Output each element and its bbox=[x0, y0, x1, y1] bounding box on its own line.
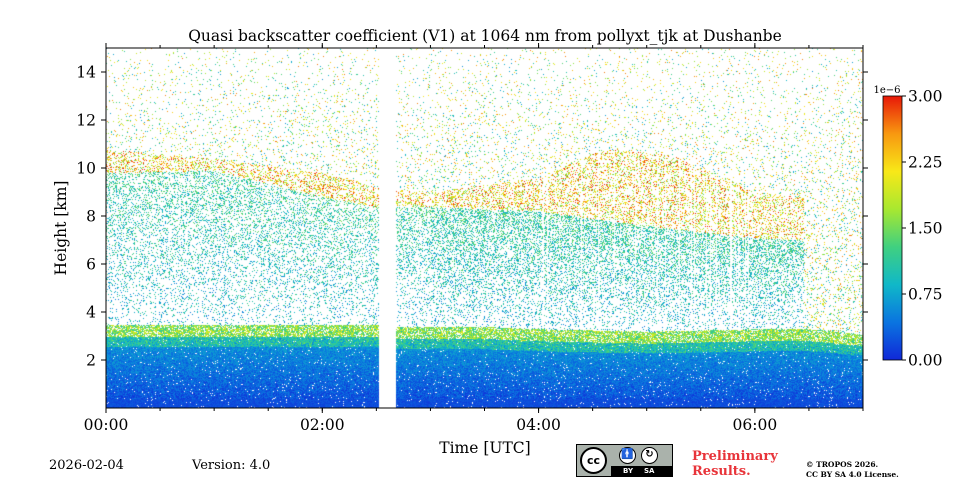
copyright-note: © TROPOS 2026. CC BY SA 4.0 License. bbox=[806, 460, 899, 480]
y-tick-label: 8 bbox=[86, 208, 96, 226]
x-tick-label: 00:00 bbox=[84, 416, 129, 434]
colorbar-scale bbox=[882, 95, 903, 361]
license-by: BY bbox=[623, 467, 634, 475]
y-tick-label: 14 bbox=[76, 64, 96, 82]
copyright-line-1: © TROPOS 2026. bbox=[806, 460, 879, 469]
license-sa: SA bbox=[644, 467, 655, 475]
backscatter-heatmap bbox=[106, 48, 863, 408]
x-axis: 00:00 02:00 04:00 06:00 bbox=[84, 43, 864, 434]
x-axis-label: Time [UTC] bbox=[439, 439, 530, 457]
colorbar: 1e−6 0.00 0.75 1.50 2.25 3.00 bbox=[873, 85, 942, 370]
y-tick-label: 10 bbox=[76, 160, 96, 178]
chart-title: Quasi backscatter coefficient (V1) at 10… bbox=[188, 27, 782, 45]
y-tick-label: 4 bbox=[86, 304, 96, 322]
y-axis: 2 4 6 8 10 12 14 bbox=[76, 64, 868, 370]
colorbar-tick-label: 0.00 bbox=[908, 352, 943, 370]
x-tick-label: 02:00 bbox=[300, 416, 345, 434]
colorbar-exponent: 1e−6 bbox=[873, 85, 900, 96]
y-tick-label: 2 bbox=[86, 352, 96, 370]
preliminary-line-1: Preliminary bbox=[692, 449, 778, 464]
colorbar-tick-label: 0.75 bbox=[908, 286, 943, 304]
colorbar-tick-label: 3.00 bbox=[908, 88, 943, 106]
colorbar-tick-label: 2.25 bbox=[908, 154, 943, 172]
share-alike-icon: ↻ bbox=[641, 447, 658, 464]
attribution-icon: 🚹 bbox=[619, 447, 636, 464]
y-tick-label: 12 bbox=[76, 112, 96, 130]
copyright-line-2: CC BY SA 4.0 License. bbox=[806, 470, 899, 479]
preliminary-note: Preliminary Results. bbox=[692, 449, 778, 479]
colorbar-tick-label: 1.50 bbox=[908, 220, 943, 238]
version-label: Version: 4.0 bbox=[192, 458, 271, 473]
creative-commons-icon: cc bbox=[580, 447, 607, 474]
date-label: 2026-02-04 bbox=[49, 458, 124, 473]
y-axis-label: Height [km] bbox=[52, 181, 70, 276]
plot-area bbox=[106, 48, 863, 408]
preliminary-line-2: Results. bbox=[692, 464, 751, 479]
license-strip: BY SA bbox=[611, 466, 672, 476]
license-badge[interactable]: cc 🚹 ↻ BY SA bbox=[576, 444, 673, 477]
x-tick-label: 06:00 bbox=[733, 416, 778, 434]
y-tick-label: 6 bbox=[86, 256, 96, 274]
x-tick-label: 04:00 bbox=[516, 416, 561, 434]
